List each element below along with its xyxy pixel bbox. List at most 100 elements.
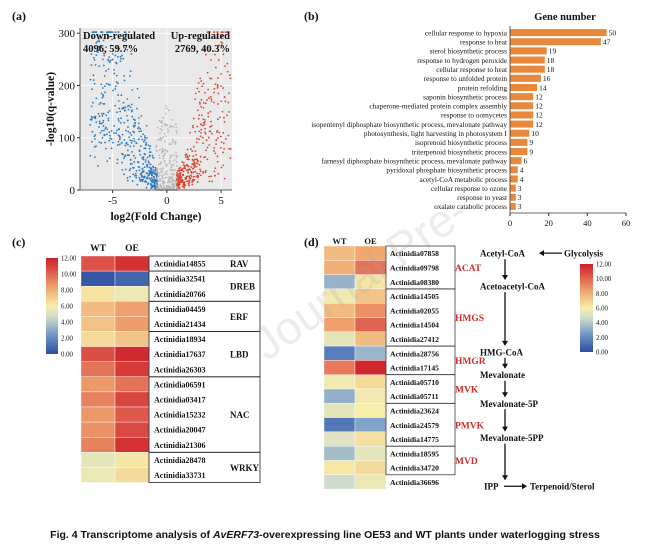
point-layer (89, 31, 232, 191)
up-regulated-point (228, 147, 230, 150)
down-regulated-point (135, 170, 138, 172)
down-regulated-point (150, 185, 153, 187)
pathway-arrowhead (502, 392, 508, 398)
up-regulated-point (176, 169, 179, 172)
panel-label-d: (d) (304, 235, 319, 249)
up-regulated-point (227, 134, 230, 137)
down-regulated-point (90, 115, 93, 118)
down-regulated-point (117, 117, 120, 120)
down-regulated-point (103, 74, 106, 77)
heatmap-cell (114, 316, 150, 332)
heatmap-cell (354, 417, 387, 433)
heatmap-cell (80, 376, 116, 393)
up-regulated-point (178, 183, 181, 186)
gene-label: Actinidia34720 (390, 464, 439, 473)
value-label: 12 (535, 102, 543, 111)
heatmap-cell (323, 374, 356, 390)
down-regulated-point (135, 142, 138, 144)
column-header: WT (90, 244, 107, 254)
up-regulated-point (182, 173, 185, 176)
up-regulated-point (200, 98, 203, 101)
heatmap-cell (114, 376, 150, 393)
down-regulated-point (107, 36, 110, 38)
gene-label: Actinidia14775 (390, 435, 439, 444)
not-significant-point (163, 160, 166, 163)
up-regulated-point (207, 115, 210, 118)
not-significant-point (159, 132, 161, 135)
heatmap-cell (323, 317, 356, 333)
down-regulated-point (121, 168, 124, 171)
up-regulated-point (220, 166, 223, 169)
not-significant-point (159, 161, 162, 164)
value-label: 4 (520, 175, 524, 184)
gene-label: Actinidia21434 (154, 320, 206, 329)
heatmap-cell (80, 452, 116, 468)
gene-label: Actinidia27412 (390, 335, 439, 344)
down-regulated-point (93, 145, 96, 148)
up-regulated-point (229, 157, 232, 160)
up-regulated-point (219, 135, 222, 138)
down-regulated-point (101, 114, 104, 117)
heatmap-cell (80, 286, 116, 302)
not-significant-point (162, 116, 164, 119)
down-regulated-point (108, 131, 111, 134)
up-regulated-point (199, 135, 202, 138)
not-significant-point (163, 123, 166, 126)
up-regulated-point (220, 44, 223, 46)
up-regulated-point (187, 158, 190, 161)
down-regulated-point (126, 98, 129, 100)
up-regulated-point (213, 101, 215, 104)
not-significant-point (159, 163, 162, 165)
down-regulated-point (102, 95, 105, 98)
up-regulated-point (206, 146, 209, 149)
heatmap-cell (354, 345, 387, 361)
down-regulated-point (108, 139, 111, 142)
heatmap-cell (323, 274, 356, 290)
up-regulated-point (199, 170, 202, 173)
gene-label: Actinidia02055 (390, 306, 439, 315)
heatmap-cell (323, 460, 356, 476)
down-regulated-point (94, 156, 96, 159)
up-regulated-point (200, 80, 203, 82)
up-regulated-point (211, 132, 213, 135)
metabolite-label: Acetyl-CoA (480, 249, 525, 259)
y-tick-label: 100 (59, 133, 76, 145)
down-regulated-point (138, 96, 141, 99)
not-significant-point (158, 174, 161, 176)
not-significant-point (165, 162, 167, 165)
down-regulated-point (93, 59, 96, 61)
down-regulated-point (152, 184, 155, 187)
category-label: triterpenoid biosynthetic process (412, 147, 507, 156)
up-regulated-point (202, 118, 205, 121)
heatmap-cell (80, 467, 116, 483)
not-significant-point (160, 184, 162, 187)
not-significant-point (166, 128, 169, 131)
up-regulated-point (213, 31, 216, 34)
down-regulated-point (141, 168, 144, 170)
down-regulated-point (101, 87, 104, 89)
bar (510, 74, 541, 82)
bar (510, 93, 534, 101)
down-regulated-point (124, 129, 127, 132)
up-regulated-point (198, 90, 200, 93)
down-regulated-point (130, 110, 133, 113)
heatmap-cell (354, 460, 387, 476)
not-significant-point (169, 126, 172, 128)
not-significant-point (161, 176, 164, 179)
down-regulated-point (115, 74, 118, 77)
up-regulated-point (196, 160, 199, 163)
not-significant-point (165, 176, 168, 179)
down-regulated-point (150, 167, 153, 169)
bar (510, 184, 516, 192)
value-label: 14 (539, 83, 547, 92)
down-regulated-point (148, 169, 150, 172)
not-significant-point (166, 181, 169, 184)
down-regulated-point (146, 156, 149, 159)
up-regulated-point (193, 161, 196, 163)
enzyme-label: ACAT (455, 264, 482, 274)
down-regulated-point (105, 126, 108, 129)
down-regulated-point (111, 141, 114, 144)
not-significant-point (175, 164, 178, 167)
family-label: WRKY (230, 463, 260, 473)
down-regulated-point (142, 178, 145, 181)
